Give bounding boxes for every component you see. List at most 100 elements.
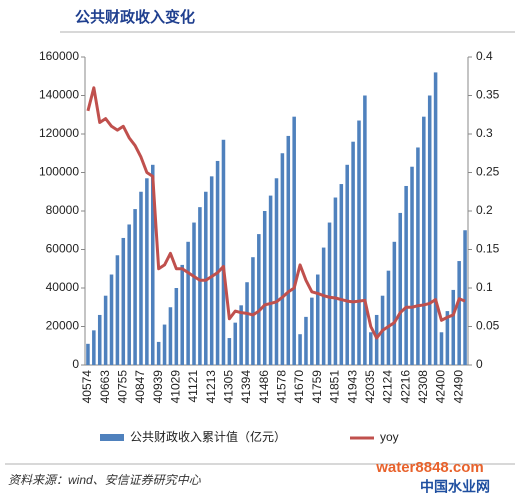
y-tick-label: 80000 (46, 203, 80, 217)
y2-tick-label: 0.15 (476, 242, 500, 256)
bar (310, 297, 314, 365)
bar (292, 116, 296, 365)
bar (357, 120, 361, 366)
x-tick-label: 41029 (169, 370, 183, 404)
y2-tick-label: 0.2 (476, 203, 493, 217)
bar (215, 160, 220, 365)
bar (274, 178, 279, 365)
chart-title: 公共财政收入变化 (75, 8, 195, 26)
x-tick-label: 42400 (434, 370, 448, 404)
bar (245, 282, 249, 365)
bar (327, 222, 332, 365)
bar (198, 207, 202, 365)
bar (339, 184, 344, 365)
bar (392, 241, 397, 365)
y2-tick-label: 0.35 (476, 88, 500, 102)
bar (239, 305, 243, 365)
bar (133, 209, 137, 365)
bar (463, 230, 467, 365)
x-tick-label: 41305 (222, 370, 236, 404)
x-tick-label: 41121 (186, 370, 200, 403)
x-tick-label: 40939 (151, 370, 165, 404)
bar (304, 316, 308, 365)
y-tick-label: 160000 (39, 49, 79, 63)
y2-tick-label: 0 (476, 357, 483, 371)
bar (333, 197, 338, 365)
bar (174, 288, 179, 365)
y2-tick-label: 0.1 (476, 280, 493, 294)
y2-tick-label: 0.25 (476, 165, 500, 179)
bar (262, 211, 267, 365)
bar (204, 191, 208, 365)
x-tick-label: 41213 (204, 370, 218, 404)
y-tick-label: 120000 (39, 126, 79, 140)
bar (115, 255, 120, 365)
bar (168, 307, 173, 365)
bar (162, 324, 167, 365)
bar (192, 222, 196, 365)
bar (127, 224, 131, 365)
legend-label: 公共财政收入累计值（亿元） (130, 429, 286, 444)
x-tick-label: 41394 (239, 370, 253, 404)
y2-tick-label: 0.05 (476, 319, 500, 333)
y-tick-label: 100000 (39, 165, 79, 179)
x-tick-label: 42308 (416, 370, 430, 404)
bar (86, 343, 90, 365)
y-tick-label: 60000 (46, 242, 80, 256)
line (86, 86, 466, 340)
bar (109, 274, 114, 365)
bar (416, 147, 420, 365)
bar (457, 261, 461, 365)
bar (97, 314, 102, 365)
y2-tick-label: 0.3 (476, 126, 493, 140)
x-tick-label: 41670 (292, 370, 306, 404)
bar (427, 95, 432, 365)
bar (280, 153, 285, 365)
bar (180, 264, 184, 365)
bar (186, 241, 190, 365)
bar (209, 176, 214, 365)
bar (315, 274, 320, 365)
bar (410, 166, 414, 365)
bar (156, 341, 161, 365)
x-tick-label: 40663 (98, 370, 112, 404)
watermark: water8848.com (375, 459, 484, 476)
legend-swatch (100, 434, 124, 441)
legend-label: yoy (380, 430, 399, 444)
x-tick-label: 41578 (275, 370, 289, 404)
bar (386, 270, 391, 365)
bar (121, 237, 126, 365)
y-tick-label: 20000 (46, 319, 80, 333)
x-tick-label: 41486 (257, 370, 271, 404)
bar (139, 191, 143, 365)
x-tick-label: 41851 (328, 370, 342, 404)
x-tick-label: 42035 (363, 370, 377, 404)
y-tick-label: 0 (72, 357, 79, 371)
bar (451, 289, 456, 365)
bar (398, 212, 403, 365)
x-tick-label: 42216 (398, 370, 412, 404)
bar (145, 178, 149, 365)
x-tick-label: 41759 (310, 370, 324, 404)
watermark-sub: 中国水业网 (420, 479, 490, 495)
bar (363, 95, 367, 365)
bar (286, 135, 291, 365)
x-tick-label: 40755 (115, 370, 129, 404)
source-note: 资料来源：wind、安信证券研究中心 (8, 473, 202, 487)
bar (92, 330, 96, 365)
y-tick-label: 140000 (39, 88, 79, 102)
bar (233, 322, 238, 365)
x-tick-label: 42124 (381, 370, 395, 404)
bar (103, 295, 108, 365)
y-tick-label: 40000 (46, 280, 80, 294)
bar (439, 332, 444, 365)
bar (227, 338, 232, 365)
y2-tick-label: 0.4 (476, 49, 493, 63)
x-tick-label: 40574 (80, 370, 94, 404)
x-tick-label: 40847 (133, 370, 147, 404)
bar (268, 195, 273, 365)
bar (221, 139, 226, 365)
bar (433, 72, 438, 366)
bar (445, 311, 450, 365)
